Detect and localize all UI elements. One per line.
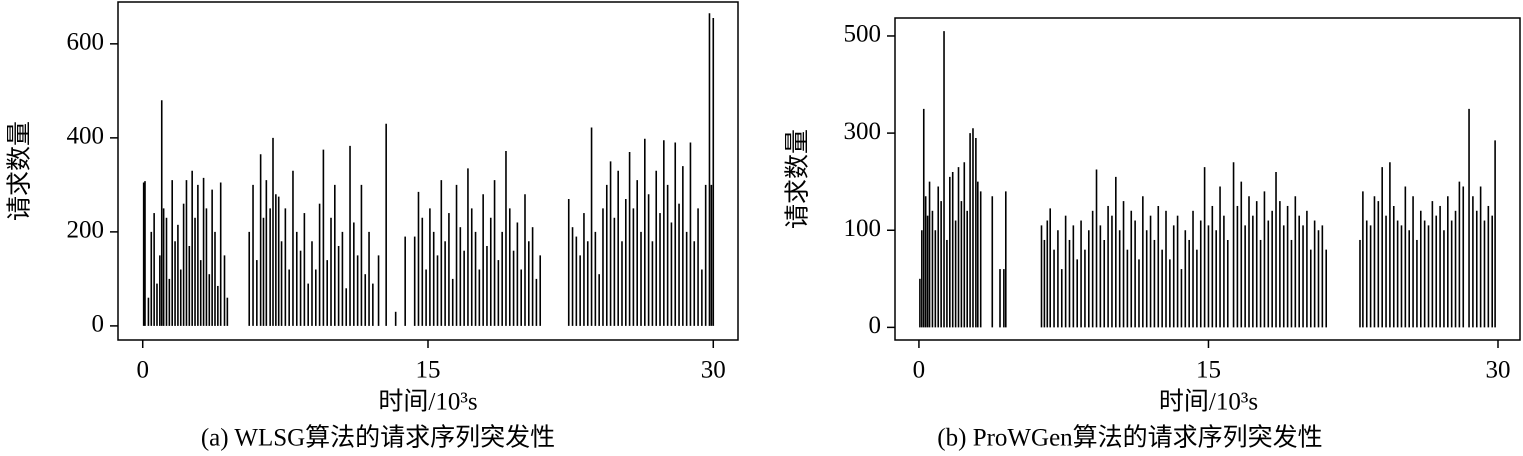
plot-frame bbox=[894, 17, 1521, 341]
y-tick-label: 600 bbox=[67, 29, 105, 56]
y-tick-label: 300 bbox=[844, 118, 882, 145]
x-tick-label: 15 bbox=[1196, 357, 1221, 384]
x-tick-label: 30 bbox=[1485, 357, 1510, 384]
y-axis-label: 请求数量 bbox=[784, 129, 812, 229]
y-tick-label: 100 bbox=[844, 215, 882, 242]
x-tick-label: 0 bbox=[136, 357, 149, 384]
x-tick-label: 15 bbox=[416, 357, 441, 384]
caption: (b) ProWGen算法的请求序列突发性 bbox=[937, 424, 1322, 452]
y-tick-label: 0 bbox=[92, 311, 105, 338]
y-tick-label: 400 bbox=[67, 123, 105, 150]
x-tick-label: 30 bbox=[701, 357, 726, 384]
y-tick-label: 0 bbox=[869, 312, 882, 339]
x-tick-label: 0 bbox=[913, 357, 926, 384]
caption: (a) WLSG算法的请求序列突发性 bbox=[201, 424, 555, 452]
y-tick-label: 500 bbox=[844, 21, 882, 48]
x-axis-label: 时间/10³s bbox=[378, 388, 477, 416]
y-axis-label: 请求数量 bbox=[6, 121, 34, 221]
y-tick-label: 200 bbox=[67, 217, 105, 244]
x-axis-label: 时间/10³s bbox=[1159, 388, 1258, 416]
